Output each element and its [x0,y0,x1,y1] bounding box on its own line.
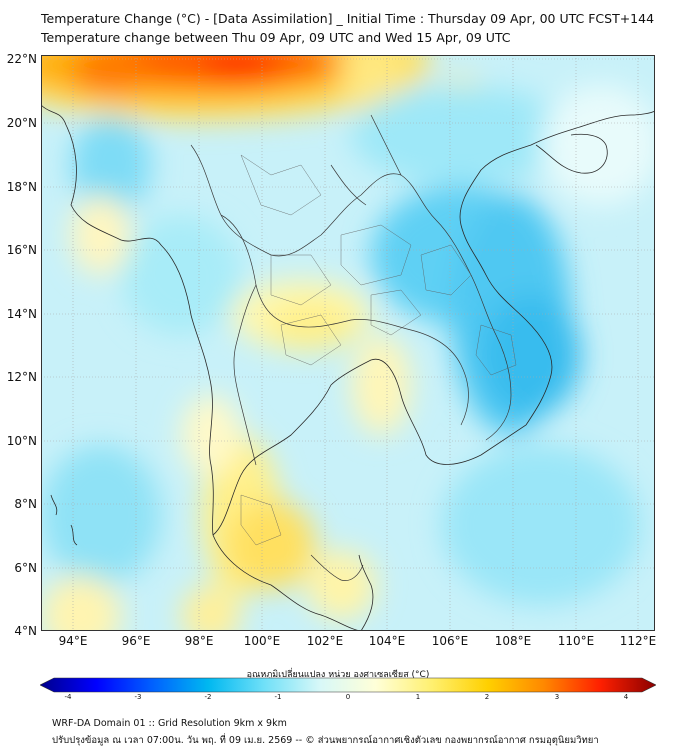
temperature-field [41,55,655,631]
colorbar-tick: -3 [134,693,142,701]
province-borders [240,154,517,546]
colorbar-tick: 4 [623,693,629,701]
lat-label: 12°N [6,370,37,384]
lat-label: 10°N [6,434,37,448]
footer-credit: ปรับปรุงข้อมูล ณ เวลา 07:00น. วัน พฤ. ที… [52,735,599,746]
graticule [41,55,655,631]
lat-label: 8°N [14,497,37,511]
lon-label: 108°E [494,634,532,648]
colorbar-tick: 3 [554,693,560,701]
lon-label: 104°E [368,634,406,648]
colorbar-tick: -1 [274,693,282,701]
map-title: Temperature Change (°C) - [Data Assimila… [41,11,655,26]
colorbar [40,677,656,693]
lon-label: 98°E [184,634,214,648]
colorbar-title: อุณหภูมิเปลี่ยนแปลง หน่วย องศาเซลเซียส (… [246,670,430,680]
lon-label: 106°E [431,634,469,648]
lon-label: 100°E [243,634,281,648]
lat-label: 6°N [14,561,37,575]
lon-label: 110°E [557,634,595,648]
footer-model-info: WRF-DA Domain 01 :: Grid Resolution 9km … [52,718,287,729]
colorbar-tick: -2 [204,693,212,701]
lat-label: 18°N [6,180,37,194]
lat-label: 20°N [6,116,37,130]
country-borders [190,114,512,581]
lon-label: 94°E [58,634,88,648]
temperature-change-map [41,55,655,631]
lon-label: 112°E [619,634,657,648]
lat-label: 16°N [6,243,37,257]
lon-label: 102°E [306,634,344,648]
lat-label: 4°N [14,624,37,638]
lon-label: 96°E [121,634,151,648]
map-subtitle: Temperature change between Thu 09 Apr, 0… [41,30,511,45]
lat-label: 14°N [6,307,37,321]
lat-label: 22°N [6,52,37,66]
colorbar-tick: 0 [345,693,351,701]
colorbar-tick: 1 [415,693,421,701]
coastlines [41,104,655,631]
colorbar-tick: 2 [484,693,490,701]
colorbar-tick: -4 [64,693,72,701]
